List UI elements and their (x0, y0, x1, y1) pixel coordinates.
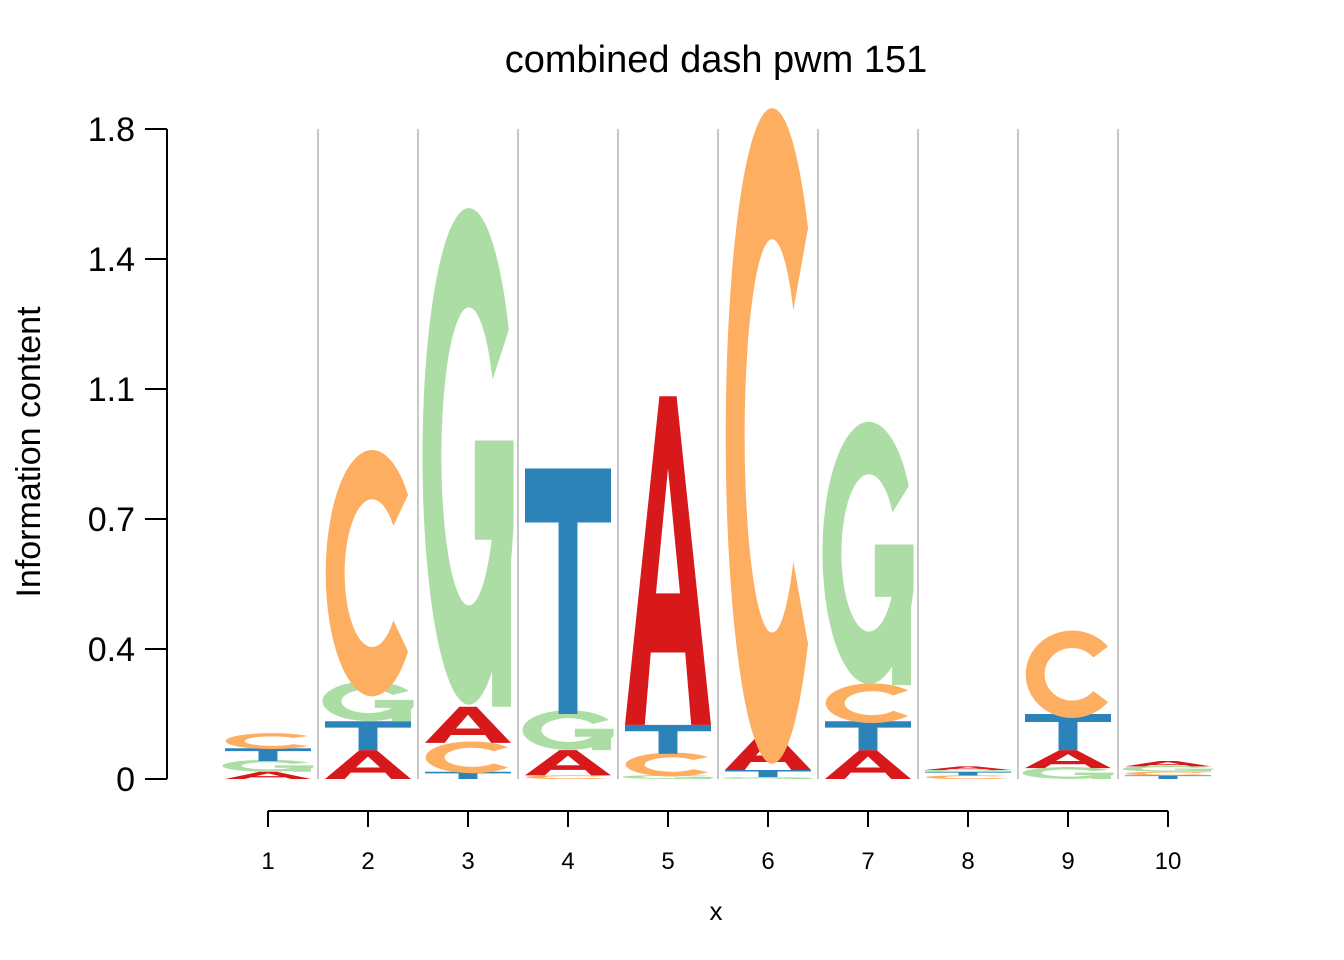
x-tick-label: 1 (261, 848, 274, 875)
y-axis: 0 0.4 0.7 1.1 1.4 1.8 (88, 111, 168, 799)
x-tick-label: 4 (561, 848, 574, 875)
logo-letter-t (925, 771, 1011, 776)
logo-letter-c (325, 450, 409, 697)
logo-letter-a (725, 733, 811, 770)
chart-title: combined dash pwm 151 (505, 39, 927, 81)
logo-letter-g (222, 759, 314, 772)
x-tick-label: 7 (861, 848, 874, 875)
x-axis: 1 2 3 4 5 6 7 8 9 10 (261, 810, 1182, 875)
logo-letter-t (825, 721, 911, 751)
x-tick-label: 9 (1061, 848, 1074, 875)
logo-letters (222, 108, 1214, 780)
x-tick-label: 8 (961, 848, 974, 875)
logo-letter-g (822, 421, 914, 686)
logo-letter-t (1125, 775, 1211, 779)
y-tick-label: 1.8 (88, 111, 135, 149)
logo-letter-g (1122, 765, 1214, 772)
logo-letter-t (225, 748, 311, 761)
logo-letter-t (525, 468, 611, 714)
logo-letter-t (725, 769, 811, 778)
x-axis-label: x (710, 896, 723, 926)
logo-letter-t (425, 771, 511, 779)
logo-letter-t (1025, 714, 1111, 751)
logo-letter-a (425, 706, 511, 743)
logo-letter-a (325, 750, 411, 779)
logo-letter-g (722, 777, 814, 779)
y-tick-label: 1.1 (88, 371, 135, 409)
logo-letter-a (525, 750, 611, 776)
logo-letter-g (422, 208, 514, 707)
y-tick-label: 0.4 (88, 631, 135, 669)
logo-letter-c (225, 733, 309, 750)
logo-letter-c (825, 683, 909, 723)
logo-letter-a (1125, 760, 1211, 767)
logo-letter-a (1025, 750, 1111, 769)
y-axis-label: Information content (10, 306, 48, 598)
x-tick-label: 10 (1155, 848, 1182, 875)
logo-letter-t (625, 724, 711, 754)
x-tick-label: 6 (761, 848, 774, 875)
logo-letter-c (425, 741, 509, 774)
x-tick-label: 2 (361, 848, 374, 875)
logo-letter-a (625, 396, 711, 725)
logo-letter-g (522, 710, 614, 751)
grid-lines (317, 129, 1119, 779)
x-tick-label: 3 (461, 848, 474, 875)
logo-letter-t (325, 721, 411, 751)
logo-letter-a (225, 771, 311, 779)
logo-letter-c (1126, 771, 1209, 776)
y-tick-label: 0.7 (88, 501, 135, 539)
logo-letter-c (625, 752, 709, 777)
x-tick-label: 5 (661, 848, 674, 875)
y-tick-label: 1.4 (88, 241, 135, 279)
logo-letter-a (925, 766, 1011, 770)
logo-letter-c (526, 775, 609, 780)
logo-letter-g (922, 769, 1014, 772)
logo-letter-c (725, 108, 809, 764)
logo-letter-g (1022, 767, 1114, 779)
logo-letter-a (825, 750, 911, 779)
logo-letter-c (1025, 630, 1109, 718)
logo-letter-c (926, 775, 1009, 780)
y-tick-label: 0 (116, 761, 135, 799)
